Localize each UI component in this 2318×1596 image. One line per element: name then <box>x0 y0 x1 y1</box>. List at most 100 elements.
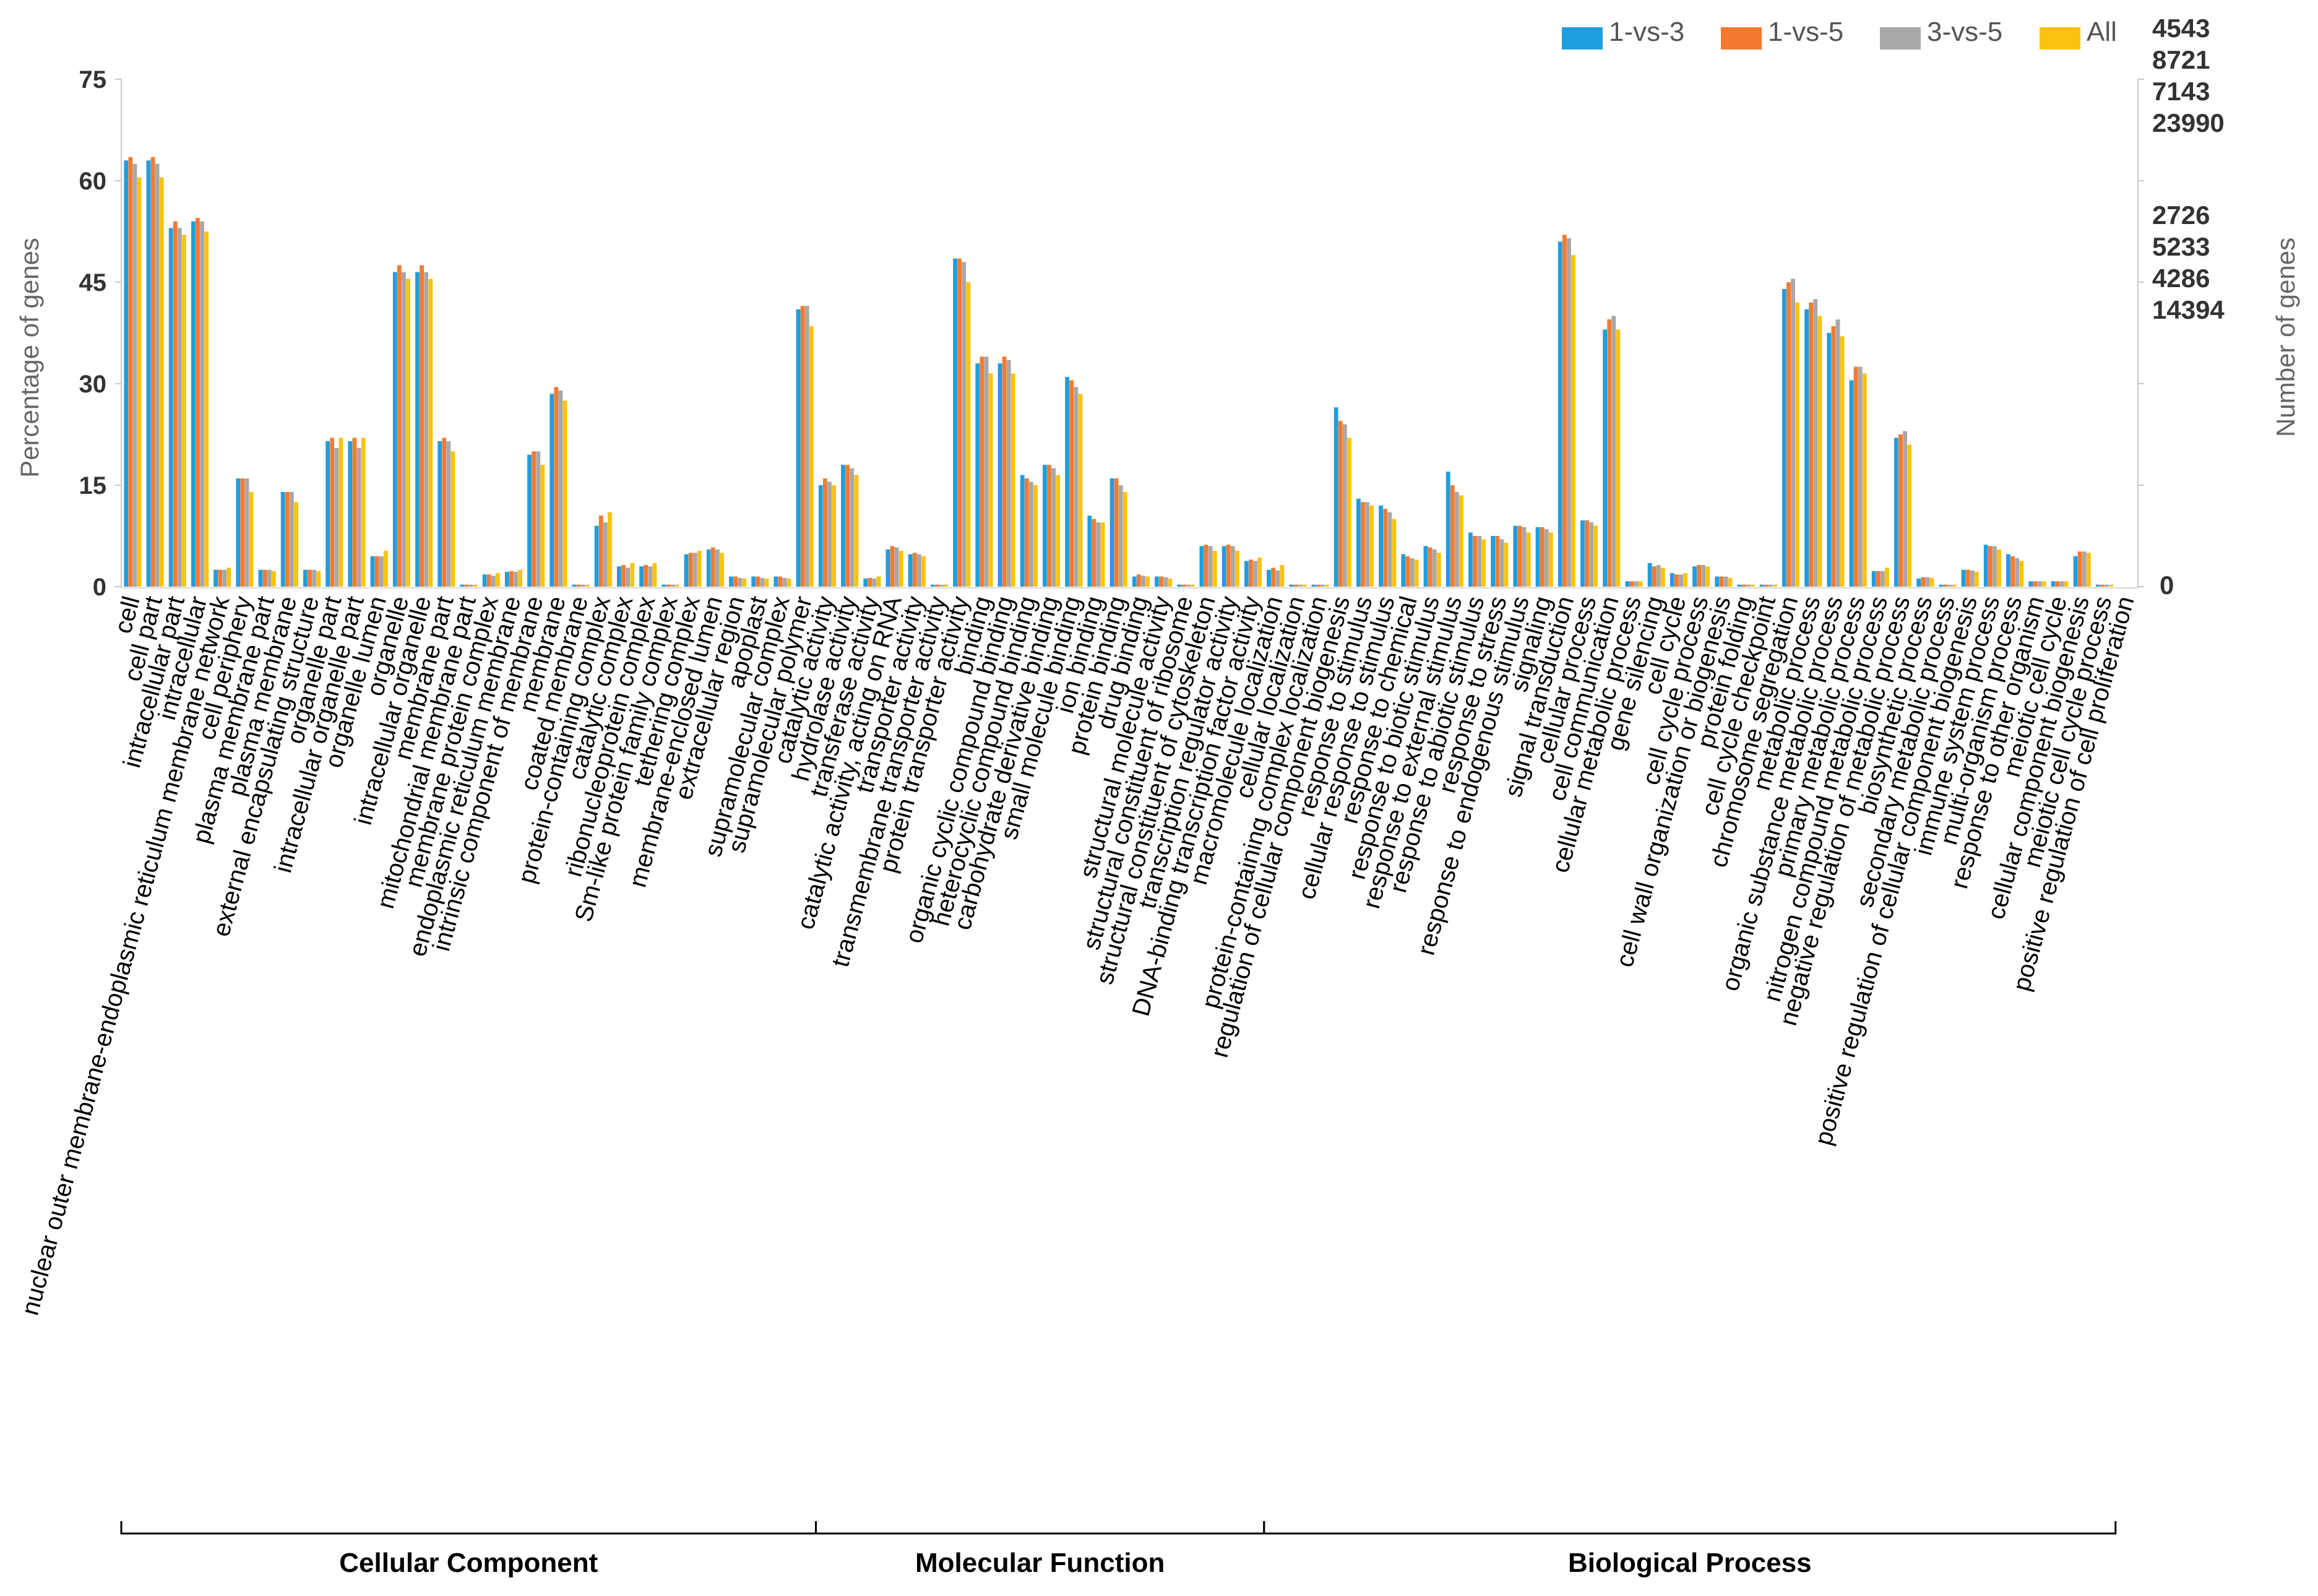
bar-1-vs-3 <box>549 394 554 587</box>
bar-1-vs-3 <box>2006 554 2010 587</box>
bar-all <box>1100 522 1105 587</box>
bar-1-vs-3 <box>1289 584 1294 587</box>
bar-all <box>1459 495 1463 587</box>
bar-1-vs-3 <box>1177 584 1182 587</box>
bar-3-vs-5 <box>580 584 585 587</box>
bar-1-vs-3 <box>1647 563 1652 587</box>
bar-3-vs-5 <box>1791 278 1795 587</box>
bar-1-vs-5 <box>733 576 738 587</box>
bar-1-vs-3 <box>975 363 980 587</box>
bar-1-vs-3 <box>415 272 420 587</box>
bar-1-vs-5 <box>957 258 962 587</box>
bar-1-vs-5 <box>1114 478 1119 587</box>
bar-1-vs-3 <box>1311 584 1316 587</box>
bar-1-vs-5 <box>1629 581 1634 587</box>
bar-all <box>1190 584 1195 587</box>
bar-all <box>1392 519 1397 587</box>
bar-all <box>1347 438 1351 587</box>
bar-1-vs-3 <box>1625 581 1630 587</box>
bar-all <box>1234 551 1239 587</box>
bar-3-vs-5 <box>894 547 899 587</box>
bar-3-vs-5 <box>536 451 541 587</box>
bar-all <box>383 551 388 587</box>
bar-3-vs-5 <box>1006 360 1011 587</box>
y-tick-label: 0 <box>93 574 106 601</box>
bar-3-vs-5 <box>692 553 697 587</box>
bar-3-vs-5 <box>2037 581 2042 587</box>
bar-3-vs-5 <box>1141 576 1145 587</box>
bar-1-vs-3 <box>863 578 868 587</box>
bar-1-vs-5 <box>554 387 559 587</box>
bar-all <box>1728 577 1733 587</box>
y-tick-label: 75 <box>79 66 107 93</box>
bar-1-vs-5 <box>1988 546 1993 587</box>
bar-all <box>832 485 836 587</box>
legend-swatch-highlight <box>1880 27 1921 32</box>
bar-3-vs-5 <box>939 584 944 587</box>
y2-axis-title: Number of genes <box>2271 238 2300 437</box>
bar-1-vs-5 <box>308 569 312 587</box>
bar-1-vs-5 <box>912 553 917 587</box>
y2-tick-label: 5233 <box>2152 232 2210 261</box>
bar-all <box>1481 539 1486 587</box>
bar-all <box>204 231 209 587</box>
bar-all <box>652 563 657 587</box>
bar-1-vs-3 <box>1244 561 1249 587</box>
bar-all <box>720 553 724 587</box>
bar-1-vs-3 <box>1759 584 1764 587</box>
bar-1-vs-5 <box>1473 536 1477 587</box>
bar-1-vs-5 <box>1249 559 1253 587</box>
bar-1-vs-5 <box>240 478 245 587</box>
bar-1-vs-5 <box>1965 569 1970 587</box>
bar-3-vs-5 <box>1634 581 1639 587</box>
bar-all <box>406 278 410 587</box>
bar-3-vs-5 <box>334 447 339 587</box>
bar-1-vs-3 <box>818 485 823 587</box>
bar-3-vs-5 <box>760 577 765 587</box>
y2-tick-label: 23990 <box>2152 108 2225 137</box>
y2-tick-label: 2726 <box>2152 201 2210 230</box>
group-bracket <box>120 1521 817 1535</box>
bar-1-vs-5 <box>1921 577 1926 587</box>
bar-1-vs-5 <box>935 584 939 587</box>
bar-3-vs-5 <box>1365 502 1369 587</box>
legend-swatch-highlight <box>1562 27 1603 32</box>
bar-all <box>988 373 993 587</box>
bar-3-vs-5 <box>468 584 473 587</box>
bar-1-vs-3 <box>2051 581 2056 587</box>
bar-1-vs-3 <box>1804 309 1809 587</box>
bar-3-vs-5 <box>872 578 877 587</box>
bar-1-vs-3 <box>1423 546 1428 587</box>
bar-1-vs-3 <box>1692 566 1697 587</box>
bar-1-vs-5 <box>980 356 985 587</box>
bar-1-vs-3 <box>1916 578 1921 587</box>
bar-3-vs-5 <box>290 491 294 587</box>
bar-1-vs-5 <box>1092 519 1097 587</box>
bar-3-vs-5 <box>626 567 630 587</box>
bar-all <box>496 573 500 587</box>
group-label: Molecular Function <box>915 1548 1165 1578</box>
bar-3-vs-5 <box>1567 238 1571 587</box>
bar-all <box>518 569 523 587</box>
bar-1-vs-5 <box>644 565 648 587</box>
bar-3-vs-5 <box>962 262 967 587</box>
y-tick-label: 60 <box>79 168 107 195</box>
bar-all <box>2064 581 2069 587</box>
bar-1-vs-5 <box>173 221 178 587</box>
bar-1-vs-3 <box>796 309 801 587</box>
bar-1-vs-5 <box>1585 520 1589 587</box>
bar-all <box>1885 567 1889 587</box>
bar-1-vs-3 <box>885 549 890 587</box>
bar-3-vs-5 <box>1589 522 1594 587</box>
bar-1-vs-5 <box>2055 581 2060 587</box>
bar-all <box>1168 578 1173 587</box>
bar-1-vs-3 <box>1109 478 1114 587</box>
bar-all <box>1683 573 1688 587</box>
bar-3-vs-5 <box>200 221 204 587</box>
bar-1-vs-5 <box>397 265 402 587</box>
bar-1-vs-5 <box>1853 366 1858 587</box>
bar-3-vs-5 <box>1522 527 1527 587</box>
bar-3-vs-5 <box>1477 536 1482 587</box>
bars <box>124 157 2114 587</box>
group-bracket <box>1263 1521 2117 1535</box>
